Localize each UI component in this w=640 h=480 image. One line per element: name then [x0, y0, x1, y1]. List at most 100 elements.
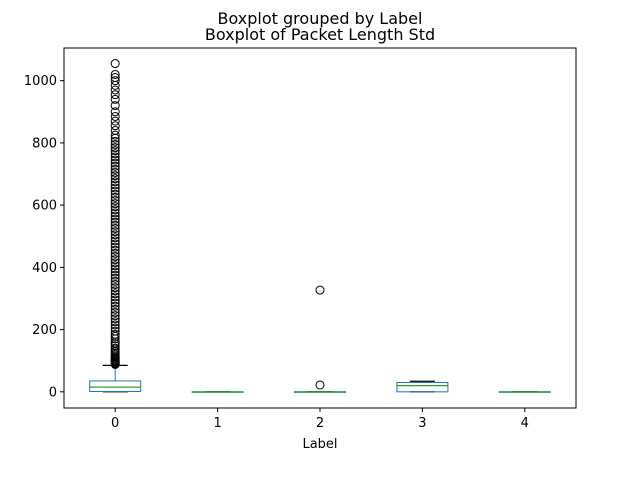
outlier-point — [110, 152, 120, 162]
outlier-point — [110, 233, 120, 243]
outlier-point — [110, 236, 120, 246]
outlier-point — [110, 186, 120, 196]
outlier-point — [110, 317, 120, 327]
outlier-point — [110, 320, 120, 330]
y-tick-label: 1000 — [24, 74, 57, 89]
outlier-point — [110, 177, 120, 187]
outlier-point — [110, 283, 120, 293]
x-tick-label: 1 — [213, 416, 221, 431]
outlier-point — [110, 251, 120, 261]
box — [89, 380, 142, 393]
outlier-point — [110, 227, 120, 237]
outlier-point — [110, 199, 120, 209]
outlier-point — [110, 101, 120, 111]
outlier-point — [110, 279, 120, 289]
outlier-point — [110, 139, 120, 149]
outlier-point — [110, 323, 120, 333]
outlier-point — [110, 164, 120, 174]
outlier-point — [110, 146, 120, 156]
outlier-point — [110, 180, 120, 190]
outlier-point — [110, 223, 120, 233]
outlier-point — [110, 80, 120, 90]
outlier-point — [110, 208, 120, 218]
box-group-0 — [89, 59, 142, 393]
outlier-point — [110, 245, 120, 255]
outlier-point — [110, 301, 120, 311]
chart-title: Boxplot of Packet Length Std — [205, 25, 435, 44]
outlier-point — [110, 174, 120, 184]
outlier-point — [110, 211, 120, 221]
x-axis-label: Label — [302, 437, 337, 452]
outlier-point — [110, 90, 120, 100]
outlier-point — [315, 380, 325, 390]
outlier-point — [110, 111, 120, 121]
outlier-point — [110, 149, 120, 159]
outlier-point — [110, 314, 120, 324]
outlier-point — [110, 270, 120, 280]
outlier-point — [110, 295, 120, 305]
outlier-point — [110, 155, 120, 165]
outlier-point — [110, 189, 120, 199]
outlier-point — [110, 171, 120, 181]
outlier-point — [110, 276, 120, 286]
outlier-point — [110, 242, 120, 252]
outlier-point — [110, 273, 120, 283]
outlier-point — [110, 264, 120, 274]
outlier-point — [110, 130, 120, 140]
outlier-point — [110, 136, 120, 146]
outlier-point — [110, 116, 120, 126]
outlier-point — [110, 167, 120, 177]
y-tick-label: 400 — [32, 261, 57, 276]
outlier-point — [110, 239, 120, 249]
outlier-point — [110, 59, 120, 69]
outlier-point — [110, 158, 120, 168]
outlier-point — [110, 73, 120, 83]
box — [396, 381, 449, 393]
outlier-point — [110, 304, 120, 314]
box-group-1 — [191, 391, 244, 393]
outlier-point — [110, 143, 120, 153]
outlier-point — [110, 343, 120, 353]
outlier-point — [110, 217, 120, 227]
outlier-point — [110, 326, 120, 336]
x-tick-label: 4 — [521, 416, 529, 431]
x-tick-label: 2 — [316, 416, 324, 431]
outlier-point — [315, 285, 325, 295]
outlier-point — [110, 195, 120, 205]
outlier-point — [110, 202, 120, 212]
outlier-point — [110, 76, 120, 86]
outlier-point — [110, 205, 120, 215]
outlier-point — [110, 286, 120, 296]
outlier-point — [110, 107, 120, 117]
outlier-point — [110, 121, 120, 131]
outlier-point — [110, 258, 120, 268]
y-tick-label: 200 — [32, 323, 57, 338]
outlier-point — [110, 85, 120, 95]
axes: 0 200 400 600 800 1000 0 1 2 3 4 — [24, 74, 529, 431]
outlier-point — [110, 125, 120, 135]
x-tick-label: 3 — [418, 416, 426, 431]
outlier-point — [110, 214, 120, 224]
box-group-2 — [294, 285, 346, 393]
outlier-point — [110, 341, 120, 351]
box-group-4 — [498, 391, 551, 393]
outlier-point — [110, 183, 120, 193]
outlier-point — [110, 289, 120, 299]
outlier-point — [110, 94, 120, 104]
outlier-point — [110, 230, 120, 240]
outlier-point — [110, 255, 120, 265]
outlier-point — [110, 292, 120, 302]
x-tick-label: 0 — [111, 416, 119, 431]
outlier-point — [110, 311, 120, 321]
y-tick-label: 800 — [32, 136, 57, 151]
outlier-point — [110, 69, 120, 79]
outlier-point — [110, 192, 120, 202]
outlier-point — [110, 248, 120, 258]
plot-area — [89, 59, 551, 393]
y-tick-label: 0 — [49, 385, 57, 400]
axes-frame — [63, 47, 577, 409]
box-group-3 — [396, 380, 449, 393]
figure-suptitle: Boxplot grouped by Label — [218, 9, 423, 28]
outlier-point — [110, 261, 120, 271]
